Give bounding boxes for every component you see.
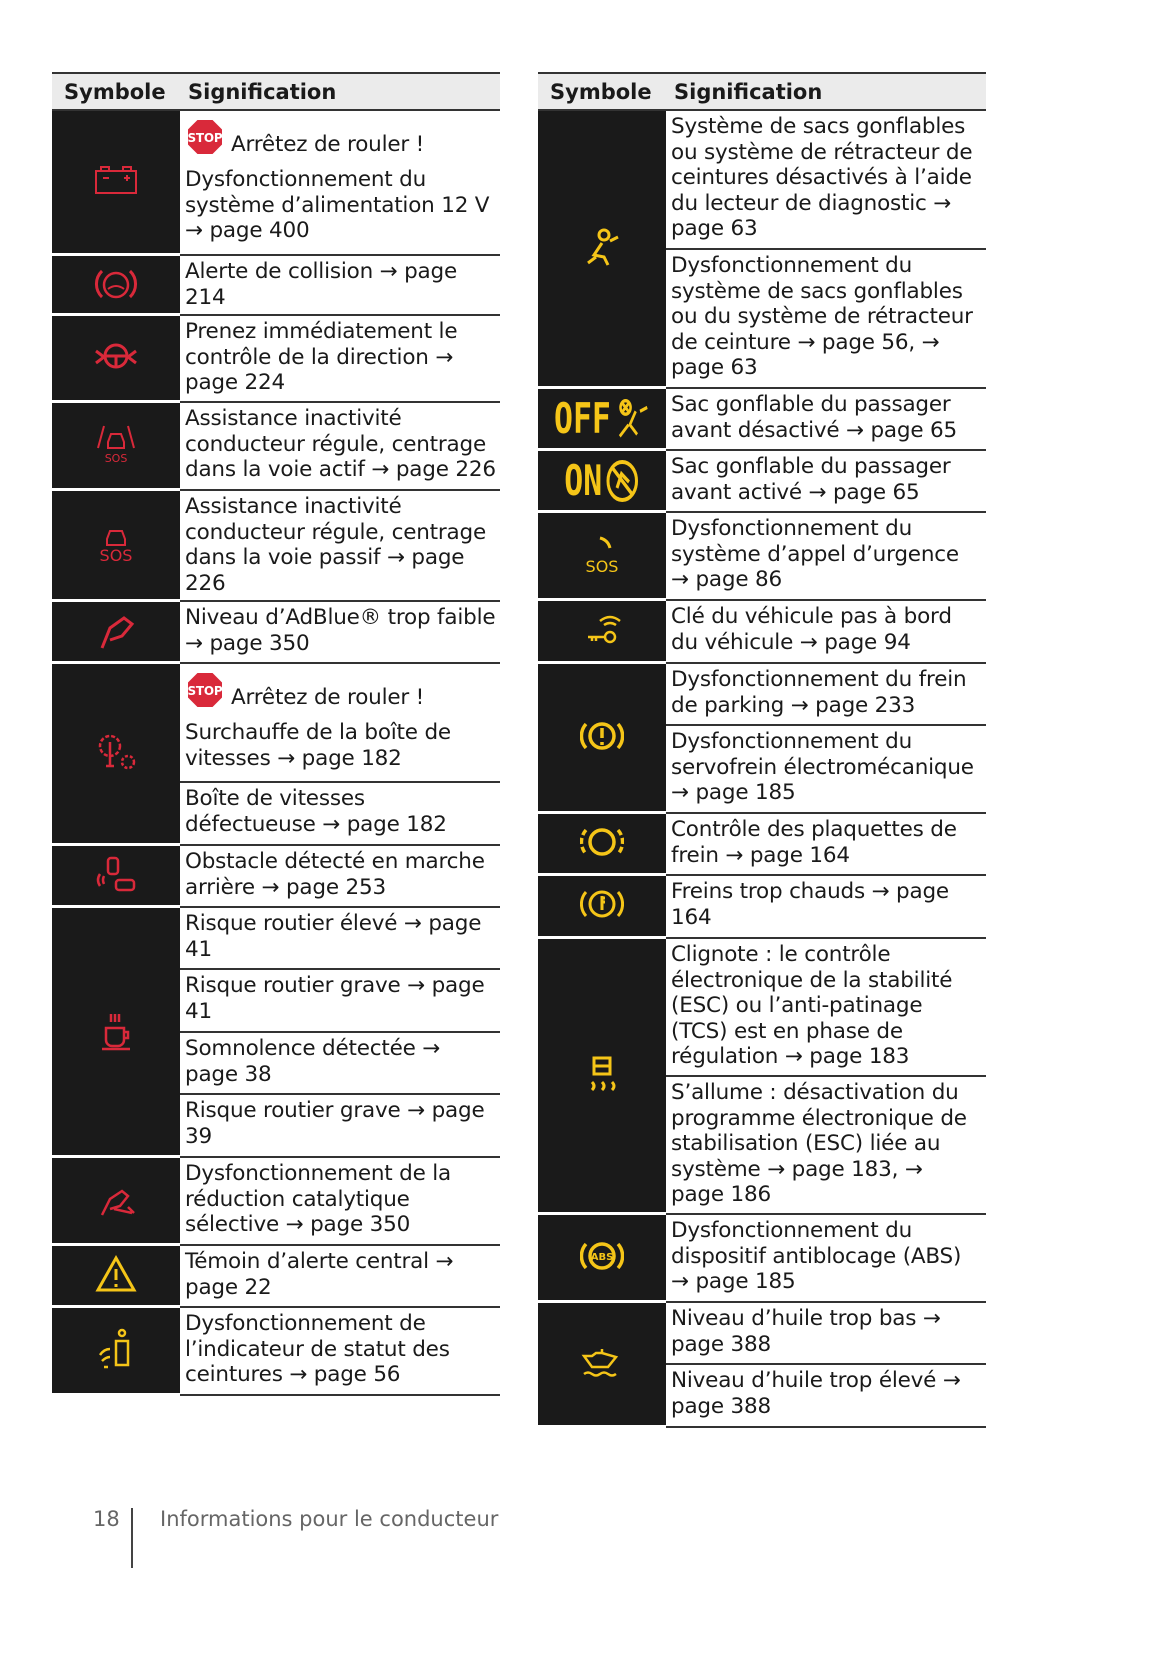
section-title: Informations pour le conducteur: [160, 1507, 499, 1531]
brake-pads-icon: [538, 814, 666, 876]
table-cell: Risque routier grave → page 39: [180, 1095, 500, 1158]
table-cell: STOP Arrêtez de rouler ! Surchauffe de la …: [180, 664, 500, 783]
brake-temperature-icon: [538, 876, 666, 939]
table-cell: Sac gonflable du passager avant activé →…: [666, 451, 986, 513]
header-symbol: Symbole: [52, 72, 180, 111]
on-label: ON: [564, 456, 603, 505]
footer-divider: [131, 1508, 133, 1568]
table-cell: Boîte de vitesses défectueuse → page 182: [180, 783, 500, 846]
table-cell: Contrôle des plaquettes de frein → page …: [666, 814, 986, 876]
table-cell: Assistance inactivité conducteur régule,…: [180, 403, 500, 491]
table-cell: Prenez immédiatement le contrôle de la d…: [180, 316, 500, 403]
table-cell: Dysfonctionnement du dispositif antibloc…: [666, 1215, 986, 1303]
page-number: 18: [93, 1507, 120, 1531]
coffee-cup-icon: [52, 908, 180, 1158]
seatbelt-status-icon: [52, 1308, 180, 1396]
adblue-nozzle-icon: [52, 602, 180, 664]
header-meaning: Signification: [666, 72, 986, 111]
table-cell: Freins trop chauds → page 164: [666, 876, 986, 939]
table-cell: Dysfonctionnement du frein de parking → …: [666, 664, 986, 726]
meaning-text: Surchauffe de la boîte de vitesses → pag…: [185, 720, 451, 771]
table-cell: Alerte de collision → page 214: [180, 256, 500, 316]
table-cell: STOP Arrêtez de rouler ! Dysfonctionnement…: [180, 111, 500, 256]
table-cell: Risque routier grave → page 41: [180, 970, 500, 1033]
stability-control-icon: [538, 939, 666, 1215]
stop-text: Arrêtez de rouler !: [231, 131, 425, 157]
table-cell: Témoin d’alerte central → page 22: [180, 1246, 500, 1308]
indicator-table-left: Symbole Signification STOP Arrêtez de rou…: [52, 72, 500, 1396]
stop-text: Arrêtez de rouler !: [231, 684, 425, 710]
table-cell: Système de sacs gonflables ou système de…: [666, 111, 986, 250]
car-sos-icon: SOS: [52, 491, 180, 602]
svg-text:STOP: STOP: [187, 684, 222, 698]
table-cell: Obstacle détecté en marche arrière → pag…: [180, 846, 500, 908]
table-cell: Somnolence détectée → page 38: [180, 1033, 500, 1095]
collision-alert-icon: [52, 256, 180, 316]
indicator-table-right: Symbole Signification Système de sacs go…: [538, 72, 986, 1428]
table-cell: Sac gonflable du passager avant désactiv…: [666, 389, 986, 451]
scr-nozzle-wrench-icon: [52, 1158, 180, 1246]
table-cell: S’allume : désactivation du programme él…: [666, 1077, 986, 1215]
svg-text:ABS: ABS: [591, 1252, 614, 1263]
airbag-person-icon: [538, 111, 666, 389]
battery-icon: [52, 111, 180, 256]
table-cell: Dysfonctionnement du servofrein électrom…: [666, 726, 986, 814]
transmission-gear-icon: [52, 664, 180, 846]
abs-icon: ABS: [538, 1215, 666, 1303]
key-signal-icon: [538, 601, 666, 664]
table-cell: Risque routier élevé → page 41: [180, 908, 500, 970]
parking-brake-icon: [538, 664, 666, 814]
table-cell: Dysfonctionnement de l’indicateur de sta…: [180, 1308, 500, 1396]
table-cell: Clignote : le contrôle électronique de l…: [666, 939, 986, 1077]
table-cell: Dysfonctionnement du système de sacs gon…: [666, 250, 986, 389]
table-cell: Niveau d’AdBlue® trop faible → page 350: [180, 602, 500, 664]
table-cell: Niveau d’huile trop élevé → page 388: [666, 1365, 986, 1428]
off-label: OFF: [554, 394, 611, 443]
rear-obstacle-icon: [52, 846, 180, 908]
header-meaning: Signification: [180, 72, 500, 111]
svg-text:STOP: STOP: [187, 131, 222, 145]
svg-text:SOS: SOS: [105, 452, 128, 465]
table-cell: Assistance inactivité conducteur régule,…: [180, 491, 500, 602]
meaning-text: Dysfonctionnement du système d’alimentat…: [185, 167, 490, 243]
table-cell: Niveau d’huile trop bas → page 388: [666, 1303, 986, 1365]
stop-sign-icon: STOP: [186, 118, 224, 156]
car-lane-sos-icon: SOS: [52, 403, 180, 491]
table-cell: Dysfonctionnement de la réduction cataly…: [180, 1158, 500, 1246]
svg-text:SOS: SOS: [586, 557, 619, 576]
passenger-airbag-on-icon: ON: [538, 451, 666, 513]
oil-can-icon: [538, 1303, 666, 1428]
svg-text:SOS: SOS: [100, 546, 133, 565]
warning-triangle-icon: [52, 1246, 180, 1308]
emergency-call-sos-icon: SOS: [538, 513, 666, 601]
stop-sign-icon: STOP: [186, 671, 224, 709]
header-symbol: Symbole: [538, 72, 666, 111]
passenger-airbag-off-icon: OFF: [538, 389, 666, 451]
table-cell: Dysfonctionnement du système d’appel d’u…: [666, 513, 986, 601]
steering-wheel-hands-icon: [52, 316, 180, 403]
table-cell: Clé du véhicule pas à bord du véhicule →…: [666, 601, 986, 664]
